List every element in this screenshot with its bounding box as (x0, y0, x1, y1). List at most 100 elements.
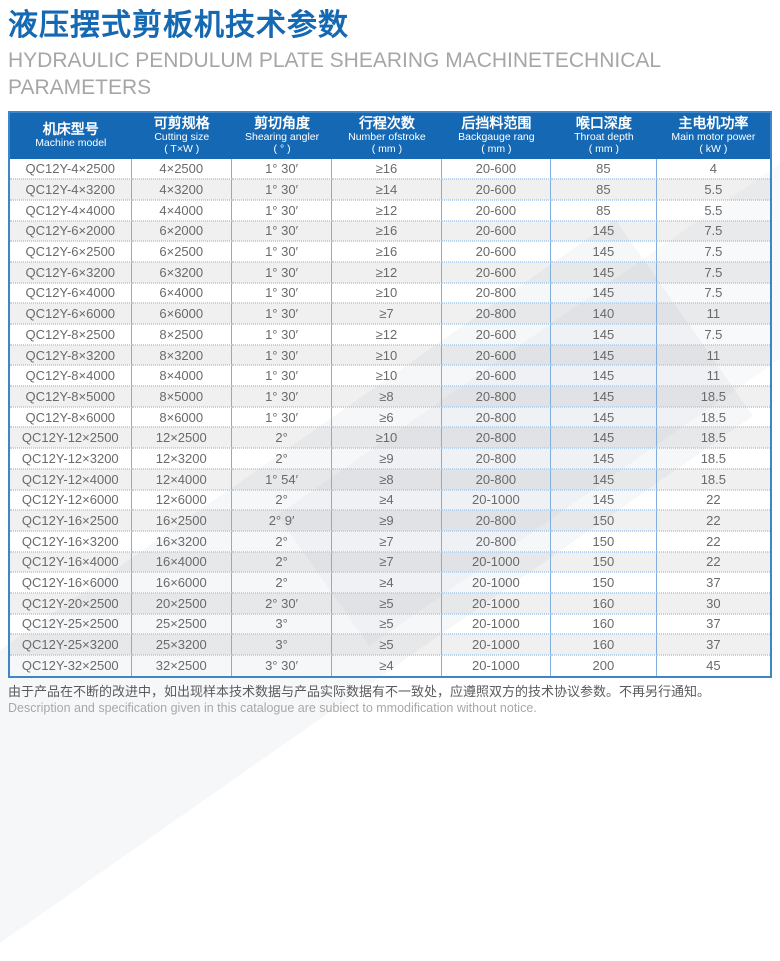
table-cell: 20-600 (441, 344, 552, 366)
table-row: QC12Y-8×3200 8×3200 1° 30′ ≥10 20-600 145 11 (10, 344, 770, 366)
table-cell: 20-800 (441, 282, 552, 304)
table-cell: 45 (656, 655, 770, 676)
column-header-unit: ( mm ) (588, 143, 620, 156)
table-cell: 20-1000 (441, 634, 552, 655)
table-cell: 16×6000 (131, 572, 232, 593)
table-cell: 145 (551, 324, 657, 345)
table-cell: 20×2500 (131, 592, 232, 614)
table-header: 机床型号 Machine model 可剪规格 Cutting size( T×W )… (10, 112, 770, 159)
table-cell: QC12Y-6×6000 (10, 303, 132, 324)
table-cell: QC12Y-25×3200 (10, 634, 132, 655)
table-cell: ≥10 (332, 344, 442, 366)
table-cell: 160 (551, 592, 657, 614)
footer-note-english: Description and specification given in t… (8, 700, 537, 715)
table-cell: 20-800 (441, 427, 552, 449)
table-row: QC12Y-16×3200 16×3200 2° ≥7 20-800 150 22 (10, 530, 770, 552)
table-cell: 11 (656, 303, 770, 324)
table-cell: 2° (231, 572, 333, 593)
table-row: QC12Y-12×6000 12×6000 2° ≥4 20-1000 145 22 (10, 489, 770, 511)
table-cell: 20-1000 (441, 489, 552, 511)
table-cell: 20-1000 (441, 592, 552, 614)
column-header: 机床型号 Machine model (10, 112, 132, 159)
table-cell: 6×2500 (131, 241, 232, 262)
table-cell: 145 (551, 365, 657, 387)
table-cell: QC12Y-16×3200 (10, 530, 132, 552)
table-cell: ≥8 (332, 386, 442, 407)
table-cell: 18.5 (656, 468, 770, 490)
table-cell: ≥14 (332, 179, 442, 200)
table-cell: ≥12 (332, 199, 442, 221)
table-cell: 150 (551, 551, 657, 573)
table-cell: 25×3200 (131, 634, 232, 655)
table-cell: 150 (551, 530, 657, 552)
technical-parameters-table: 机床型号 Machine model 可剪规格 Cutting size( T×W )… (8, 110, 772, 678)
table-row: QC12Y-16×2500 16×2500 2° 9′ ≥9 20-800 150 22 (10, 510, 770, 531)
table-cell: 1° 30′ (231, 365, 333, 387)
table-cell: 145 (551, 427, 657, 449)
table-cell: 150 (551, 572, 657, 593)
subtitle-line-2: PARAMETERS (8, 75, 152, 99)
table-cell: 20-800 (441, 303, 552, 324)
table-cell: ≥10 (332, 282, 442, 304)
table-row: QC12Y-6×2500 6×2500 1° 30′ ≥16 20-600 145 7.5 (10, 241, 770, 262)
table-cell: 20-1000 (441, 655, 552, 676)
column-header-unit: ( T×W ) (164, 143, 200, 156)
column-header-cn: 喉口深度 (575, 114, 632, 131)
table-row: QC12Y-32×2500 32×2500 3° 30′ ≥4 20-1000 200 45 (10, 655, 770, 676)
table-row: QC12Y-8×5000 8×5000 1° 30′ ≥8 20-800 145 18.5 (10, 386, 770, 407)
table-cell: 1° 54′ (231, 468, 333, 490)
table-cell: 12×3200 (131, 448, 232, 469)
table-cell: 150 (551, 510, 657, 531)
table-cell: QC12Y-4×3200 (10, 179, 132, 200)
table-cell: 18.5 (656, 448, 770, 469)
column-header-en: Main motor power (671, 130, 756, 143)
table-cell: ≥5 (332, 592, 442, 614)
table-cell: 22 (656, 551, 770, 573)
table-cell: 1° 30′ (231, 406, 333, 428)
table-cell: 12×4000 (131, 468, 232, 490)
table-cell: 20-800 (441, 468, 552, 490)
table-cell: 85 (551, 199, 657, 221)
table-cell: 20-800 (441, 510, 552, 531)
table-cell: 4×3200 (131, 179, 232, 200)
table-cell: 1° 30′ (231, 324, 333, 345)
footer-note: 由于产品在不断的改进中，如出现样本技术数据与产品实际数据有不一致处，应遵照双方的… (8, 684, 772, 717)
column-header-en: Cutting size (154, 130, 210, 143)
subtitle-line-1: HYDRAULIC PENDULUM PLATE SHEARING MACHIN… (8, 49, 662, 72)
table-cell: 2° (231, 530, 333, 552)
table-row: QC12Y-4×3200 4×3200 1° 30′ ≥14 20-600 85 5.5 (10, 179, 770, 200)
table-row: QC12Y-16×6000 16×6000 2° ≥4 20-1000 150 37 (10, 572, 770, 593)
table-cell: 145 (551, 468, 657, 490)
table-cell: QC12Y-8×4000 (10, 365, 132, 387)
table-cell: 20-1000 (441, 551, 552, 573)
table-cell: 145 (551, 241, 657, 262)
table-row: QC12Y-8×6000 8×6000 1° 30′ ≥6 20-800 145 18.5 (10, 406, 770, 428)
table-cell: 20-600 (441, 365, 552, 387)
table-cell: 11 (656, 344, 770, 366)
table-row: QC12Y-12×3200 12×3200 2° ≥9 20-800 145 18.5 (10, 448, 770, 469)
table-cell: 1° 30′ (231, 261, 333, 283)
column-header: 可剪规格 Cutting size( T×W ) (131, 112, 232, 159)
table-cell: ≥4 (332, 572, 442, 593)
table-cell: 18.5 (656, 386, 770, 407)
table-cell: 22 (656, 530, 770, 552)
page-title-chinese: 液压摆式剪板机技术参数 (8, 9, 349, 42)
table-cell: 6×3200 (131, 261, 232, 283)
table-cell: 20-600 (441, 241, 552, 262)
table-cell: 37 (656, 613, 770, 635)
table-cell: 2° (231, 489, 333, 511)
table-cell: 85 (551, 179, 657, 200)
table-cell: 6×2000 (131, 220, 232, 242)
column-header-en: Number ofstroke (348, 130, 426, 143)
table-cell: 20-1000 (441, 613, 552, 635)
table-cell: 18.5 (656, 406, 770, 428)
column-header: 喉口深度 Throat depth( mm ) (551, 112, 657, 159)
column-header-en: Shearing angler (244, 130, 320, 143)
table-cell: 145 (551, 406, 657, 428)
table-cell: QC12Y-16×4000 (10, 551, 132, 573)
table-cell: 20-800 (441, 448, 552, 469)
table-cell: ≥5 (332, 613, 442, 635)
table-row: QC12Y-16×4000 16×4000 2° ≥7 20-1000 150 22 (10, 551, 770, 573)
column-header-unit: ( ° ) (273, 143, 291, 156)
table-cell: 85 (551, 158, 657, 180)
